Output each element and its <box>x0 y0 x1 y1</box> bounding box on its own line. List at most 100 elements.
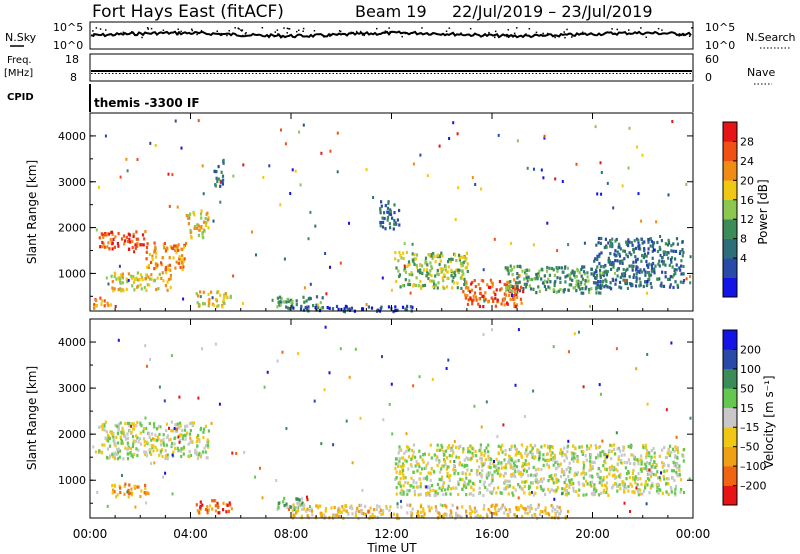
velocity-cell <box>405 459 408 463</box>
power-cell <box>498 280 501 284</box>
power-cell <box>97 185 100 189</box>
velocity-cell <box>639 488 642 492</box>
velocity-cell <box>536 448 539 452</box>
power-cell <box>222 178 225 182</box>
velocity-cell <box>522 507 525 511</box>
power-cell <box>516 287 519 291</box>
velocity-cell <box>295 497 298 501</box>
velocity-cell <box>574 452 577 456</box>
power-cell <box>177 248 180 252</box>
power-ylabel: Slant Range [km] <box>25 160 39 264</box>
velocity-cell <box>527 452 530 456</box>
velocity-cell <box>482 483 485 487</box>
power-cell <box>221 182 224 186</box>
power-cell <box>460 286 463 291</box>
power-cell <box>125 277 128 281</box>
noise-panel-frame <box>89 21 694 50</box>
power-cell <box>335 304 339 309</box>
power-cell <box>675 263 678 267</box>
velocity-cell <box>448 454 451 458</box>
velocity-cell <box>629 482 632 486</box>
velocity-cell <box>623 461 626 465</box>
power-cell <box>607 260 610 264</box>
velocity-cell <box>547 479 550 483</box>
velocity-cell <box>532 474 535 478</box>
power-cell <box>610 287 613 291</box>
power-cell <box>212 303 215 307</box>
noise-search-dot <box>313 30 316 32</box>
velocity-cell <box>534 507 537 512</box>
velocity-cell <box>177 449 180 453</box>
velocity-cell <box>399 469 402 474</box>
velocity-cell <box>645 464 648 468</box>
power-cell <box>580 291 583 295</box>
velocity-cell <box>634 481 637 485</box>
power-cell <box>381 225 385 229</box>
power-cell <box>583 265 586 269</box>
velocity-cell <box>427 504 430 509</box>
velocity-cell <box>403 458 407 462</box>
velocity-cell <box>582 461 585 465</box>
power-cell <box>216 291 219 295</box>
velocity-cell <box>395 492 398 496</box>
velocity-cell <box>276 359 279 363</box>
velocity-cell <box>521 480 524 484</box>
velocity-cell <box>661 465 664 469</box>
power-cell <box>126 169 129 173</box>
velocity-heatmap <box>92 325 692 521</box>
velocity-cell <box>497 469 500 473</box>
power-cell <box>145 257 148 261</box>
velocity-cell <box>110 431 113 435</box>
velocity-cell <box>522 462 525 466</box>
power-cell <box>471 302 474 306</box>
velocity-cell <box>525 463 528 467</box>
velocity-cell <box>503 458 506 462</box>
power-cell <box>166 288 169 292</box>
velocity-cell <box>611 474 614 478</box>
velocity-cell <box>602 490 605 494</box>
power-cell <box>207 226 210 230</box>
velocity-cell <box>484 451 487 455</box>
velocity-cell <box>504 449 507 453</box>
power-cell <box>219 293 222 297</box>
power-cell <box>220 170 223 174</box>
power-cell <box>649 273 653 277</box>
power-cell <box>643 248 646 253</box>
noise-search-dot <box>128 33 131 35</box>
velocity-cell <box>130 424 133 428</box>
velocity-cell <box>171 429 174 433</box>
velocity-cell <box>541 479 544 484</box>
velocity-cell <box>126 432 129 436</box>
velocity-cell <box>537 481 540 485</box>
power-cell <box>178 255 181 259</box>
power-cell <box>483 299 486 303</box>
velocity-cell <box>400 492 403 497</box>
velocity-cell <box>104 436 107 440</box>
velocity-cell <box>599 469 602 473</box>
power-cell <box>147 263 150 268</box>
noise-search-dot <box>569 32 571 35</box>
power-cell <box>95 299 98 303</box>
velocity-cell <box>549 449 552 453</box>
velocity-colorbar-swatch <box>723 368 737 389</box>
velocity-cell <box>415 485 418 489</box>
power-cell <box>614 259 617 263</box>
power-cell <box>136 285 139 289</box>
power-cell <box>441 254 444 258</box>
velocity-cell <box>154 445 157 449</box>
power-cell <box>631 243 634 247</box>
velocity-cell <box>412 480 415 484</box>
power-cell <box>549 280 552 284</box>
power-cell <box>594 125 597 129</box>
velocity-cell <box>604 456 607 460</box>
velocity-cell <box>641 492 644 496</box>
power-cell <box>443 273 446 277</box>
velocity-cell <box>411 507 414 511</box>
velocity-cell <box>389 505 392 509</box>
power-cell <box>509 297 512 301</box>
power-cell <box>95 228 98 232</box>
power-cell <box>462 260 465 264</box>
velocity-cell <box>578 488 581 492</box>
velocity-cell <box>527 484 531 488</box>
power-cell <box>139 283 142 287</box>
